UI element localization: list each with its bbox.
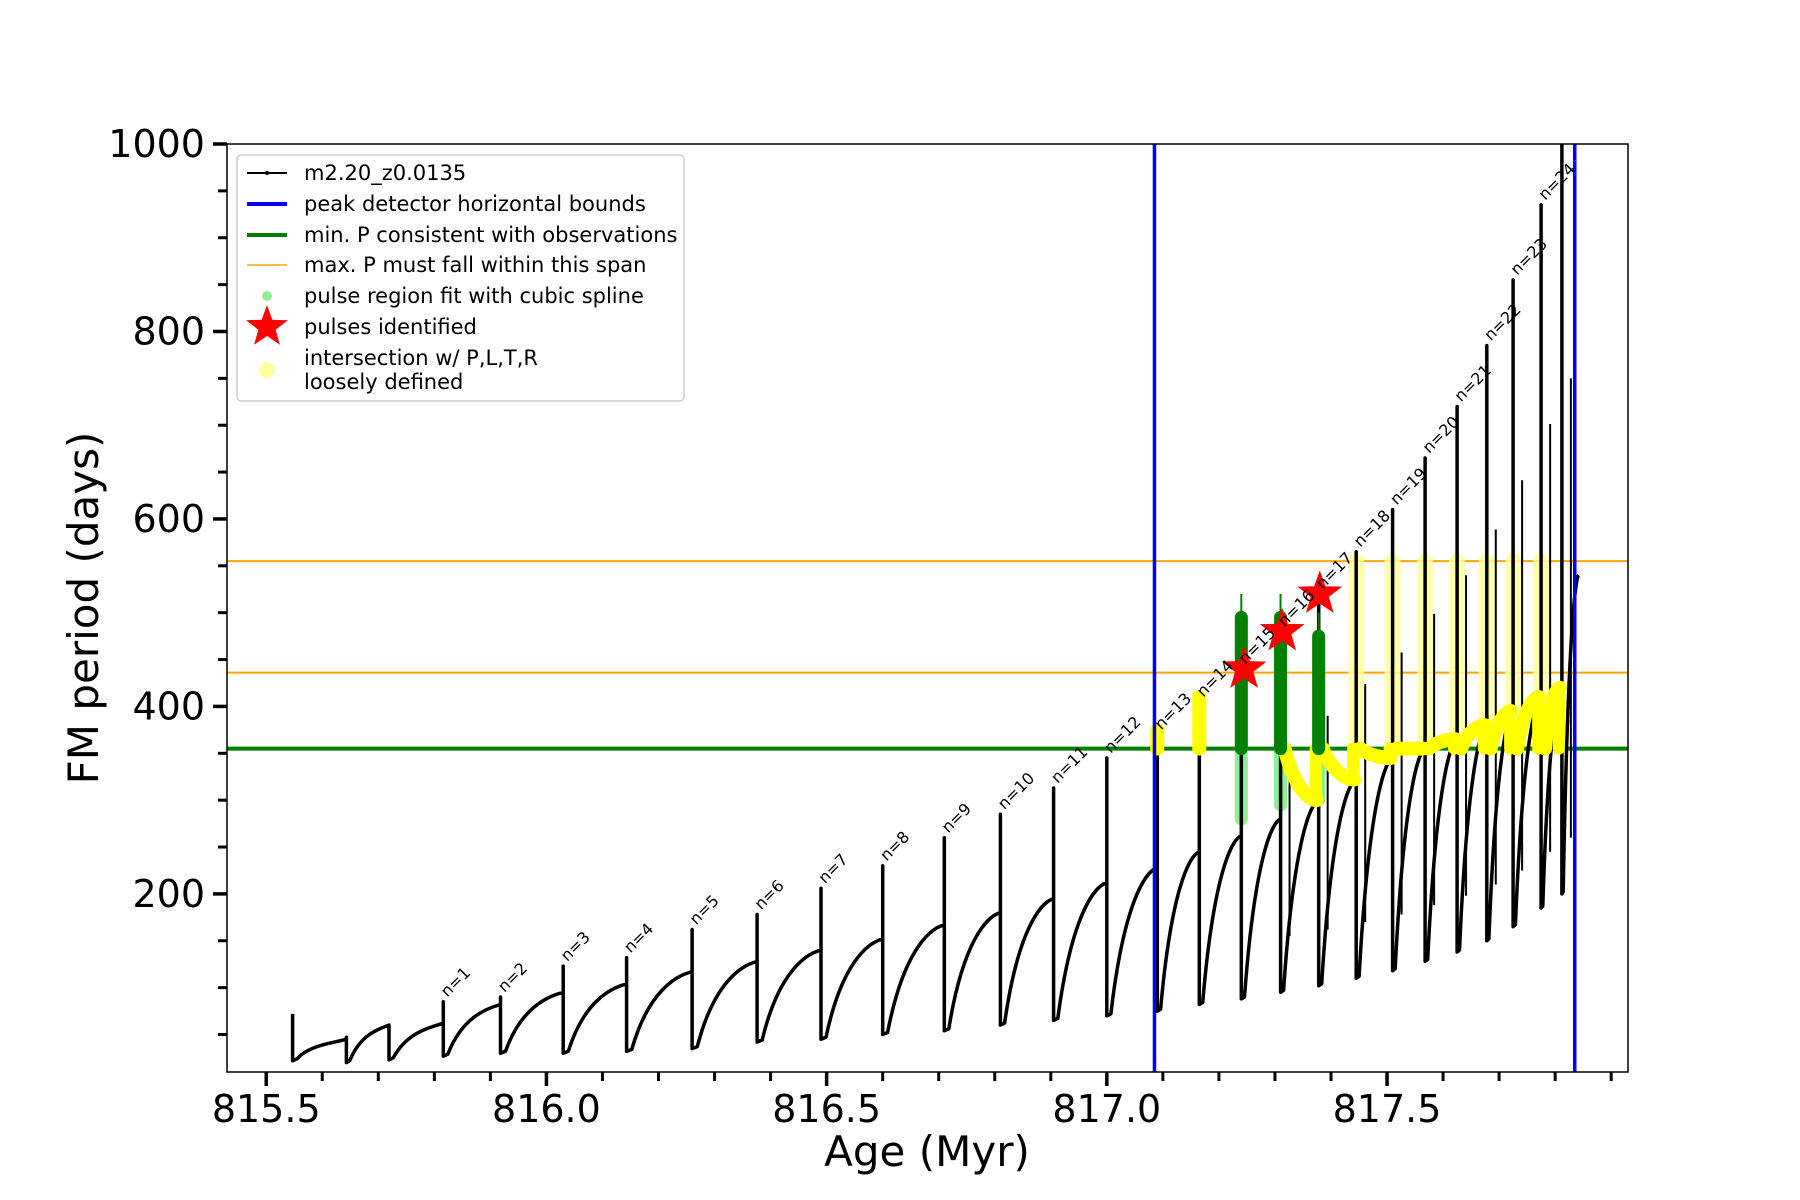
- pulse-label-n=9: n=9: [938, 799, 975, 836]
- pulse-label-n=5: n=5: [686, 891, 723, 928]
- legend-label-6: intersection w/ P,L,T,R: [304, 346, 538, 370]
- legend-label-5: pulses identified: [304, 315, 477, 339]
- y-tick-label: 800: [132, 309, 205, 353]
- pulse-label-n=3: n=3: [557, 928, 594, 965]
- plot-frame: [226, 143, 1629, 1073]
- x-tick-label: 816.5: [772, 1087, 881, 1131]
- y-tick-label: 600: [132, 497, 205, 541]
- pulse-label-n=4: n=4: [620, 919, 657, 956]
- y-tick-label: 400: [132, 684, 205, 728]
- pulse-label-n=2: n=2: [494, 959, 531, 996]
- legend-box: [236, 154, 685, 402]
- pulse-label-n=7: n=7: [814, 850, 851, 887]
- legend-handle-star: [246, 305, 288, 345]
- pulse-identified-star-1: [1259, 607, 1305, 651]
- legend-label-6-line2: loosely defined: [304, 370, 463, 394]
- legend-handle-model-marker: [265, 171, 269, 175]
- x-tick-label: 817.5: [1333, 1087, 1442, 1131]
- pulse-identified-star-2: [1297, 570, 1343, 613]
- legend-label-3: max. P must fall within this span: [304, 253, 646, 277]
- pulse-identified-star-0: [1221, 645, 1267, 688]
- y-tick-label: 200: [132, 872, 205, 916]
- x-tick-label: 815.5: [212, 1087, 321, 1131]
- pulse-label-n=24: n=24: [1535, 159, 1579, 203]
- pulse-label-n=8: n=8: [876, 827, 913, 864]
- pulse-label-n=1: n=1: [437, 963, 474, 1000]
- x-tick-label: 817.0: [1052, 1087, 1161, 1131]
- pulse-label-n=10: n=10: [994, 769, 1038, 813]
- pulse-label-n=18: n=18: [1350, 506, 1394, 550]
- y-tick-label: 1000: [108, 122, 205, 166]
- legend-handle-dot-4: [262, 291, 272, 301]
- pulse-label-n=6: n=6: [751, 876, 788, 913]
- pulse-label-n=13: n=13: [1151, 689, 1195, 733]
- y-axis-title: FM period (days): [59, 432, 108, 785]
- pulse-label-n=23: n=23: [1507, 234, 1551, 278]
- legend-label-1: peak detector horizontal bounds: [304, 192, 646, 216]
- legend-label-2: min. P consistent with observations: [304, 223, 677, 247]
- x-axis-title: Age (Myr): [824, 1127, 1030, 1176]
- pulse-label-n=22: n=22: [1480, 300, 1524, 344]
- legend-label-4: pulse region fit with cubic spline: [304, 284, 644, 308]
- legend-handle-dot-6: [259, 362, 275, 378]
- x-tick-label: 816.0: [492, 1087, 601, 1131]
- axes: 815.5 816.0 816.5 817.0 817.5 200 400 600 800 100…: [108, 122, 1613, 1131]
- legend-label-0: m2.20_z0.0135: [304, 161, 466, 186]
